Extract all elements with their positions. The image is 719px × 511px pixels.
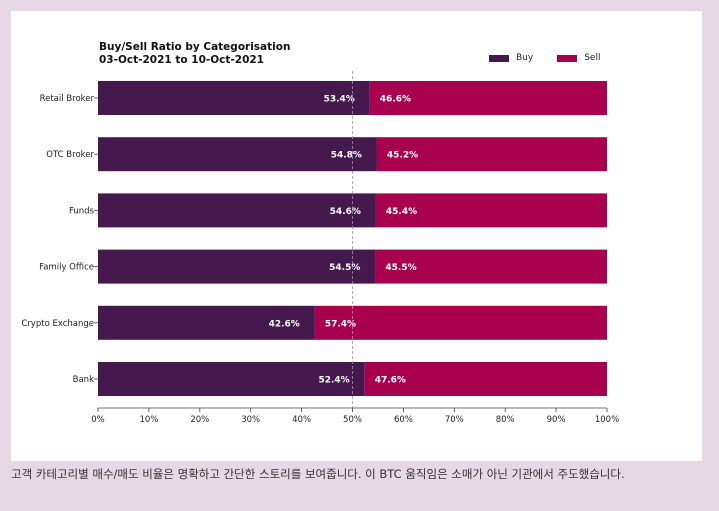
legend-label-sell: Sell [584,53,601,63]
value-label-sell-5: 47.6% [375,376,406,386]
bar-buy-3 [98,249,376,284]
value-label-buy-2: 54.6% [330,207,361,217]
x-tick-label-5: 50% [343,415,362,425]
value-label-buy-0: 53.4% [324,95,355,105]
chart-card: Buy/Sell Ratio by Categorisation 03-Oct-… [11,11,702,461]
bar-sell-1 [376,137,607,172]
x-tick-label-2: 20% [190,415,209,425]
value-label-buy-1: 54.8% [331,151,362,161]
bar-sell-3 [375,249,607,284]
bar-buy-0 [98,81,370,115]
caption-text: 고객 카테고리별 매수/매도 비율은 명확하고 간단한 스토리를 보여줍니다. … [11,467,625,481]
chart-title: Buy/Sell Ratio by Categorisation [99,41,291,53]
value-label-sell-3: 45.5% [385,263,416,273]
x-tick-label-3: 30% [241,415,260,425]
y-tick-label-3: Family Office [39,263,94,273]
y-tick-label-4: Crypto Exchange [21,319,94,329]
y-tick-label-1: OTC Broker [46,150,94,160]
y-tick-label-0: Retail Broker [40,94,95,104]
value-label-sell-1: 45.2% [387,151,418,161]
legend-swatch-sell [557,54,578,62]
x-tick-label-1: 10% [139,415,158,425]
bar-buy-4 [98,305,315,340]
value-label-buy-3: 54.5% [329,263,360,273]
x-tick-label-7: 70% [445,415,464,425]
bar-sell-5 [364,362,607,396]
x-tick-label-8: 80% [496,415,515,425]
value-label-sell-4: 57.4% [325,319,356,329]
y-tick-label-5: Bank [73,375,94,385]
chart-title-block: Buy/Sell Ratio by Categorisation 03-Oct-… [99,41,290,67]
value-label-sell-2: 45.4% [386,207,417,217]
x-tick-label-4: 40% [292,415,311,425]
value-label-sell-0: 46.6% [380,95,411,105]
bar-buy-5 [98,362,365,396]
legend-label-buy: Buy [516,53,534,63]
x-tick-label-10: 100% [595,415,619,425]
value-label-buy-4: 42.6% [269,319,300,329]
x-tick-label-6: 60% [394,415,413,425]
x-tick-label-9: 90% [547,415,566,425]
bar-buy-1 [98,137,377,172]
value-label-buy-5: 52.4% [318,376,349,386]
bar-buy-2 [98,193,376,228]
chart-legend: Buy Sell [489,53,624,63]
stacked-bar-chart: 53.4% 46.6% Retail Broker 54.8% 45.2% OTC Bro… [21,71,619,425]
x-tick-label-0: 0% [91,415,105,425]
chart-subtitle: 03-Oct-2021 to 10-Oct-2021 [99,54,264,66]
bar-sell-2 [375,193,607,228]
bar-sell-0 [369,81,607,115]
legend-swatch-buy [489,54,509,62]
bar-sell-4 [314,305,607,340]
y-tick-label-2: Funds [69,206,95,216]
